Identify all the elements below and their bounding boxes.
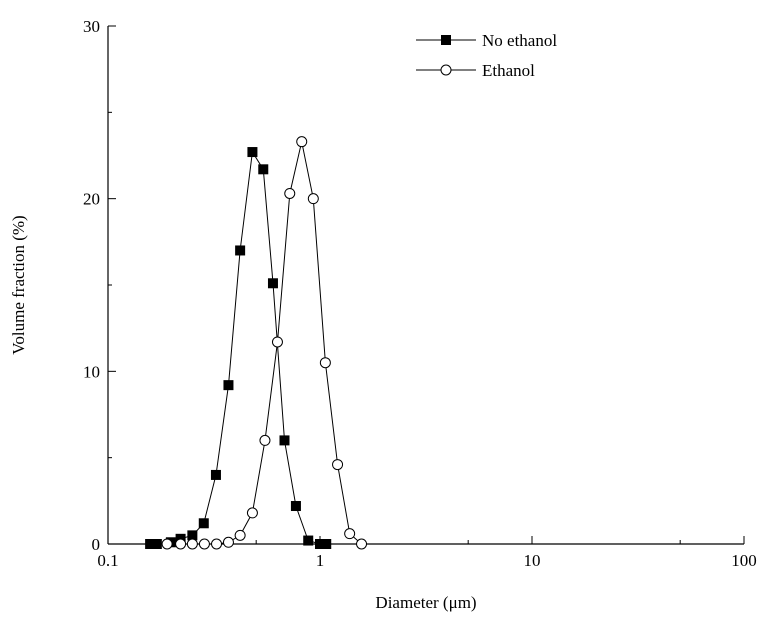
y-tick-label: 10 bbox=[83, 362, 100, 381]
data-point bbox=[186, 538, 198, 550]
series-layer bbox=[145, 136, 368, 550]
series-line bbox=[150, 150, 327, 545]
data-point bbox=[290, 501, 301, 512]
data-point bbox=[315, 539, 325, 549]
data-point bbox=[151, 539, 162, 549]
data-point bbox=[267, 278, 278, 289]
legend-item: No ethanol bbox=[416, 31, 557, 50]
x-tick-label: 10 bbox=[524, 551, 541, 570]
y-tick-label: 30 bbox=[83, 17, 100, 36]
data-point bbox=[210, 469, 221, 480]
axes bbox=[107, 26, 744, 545]
ticks bbox=[107, 25, 745, 545]
data-point bbox=[319, 357, 331, 369]
data-point bbox=[321, 539, 332, 549]
x-axis-label: Diameter (μm) bbox=[375, 593, 476, 612]
series-ethanol bbox=[161, 136, 368, 550]
legend-item: Ethanol bbox=[416, 61, 535, 80]
x-tick-label: 100 bbox=[731, 551, 757, 570]
data-point bbox=[161, 538, 173, 550]
data-point bbox=[145, 539, 156, 549]
y-tick-label: 20 bbox=[83, 190, 100, 209]
data-point bbox=[247, 147, 258, 158]
y-tick-label: 0 bbox=[92, 535, 101, 554]
data-point bbox=[307, 193, 319, 205]
legend-label: No ethanol bbox=[482, 31, 557, 50]
series-no-ethanol bbox=[145, 147, 332, 549]
legend-marker bbox=[440, 64, 452, 76]
legend: No ethanol Ethanol bbox=[416, 31, 557, 80]
data-point bbox=[246, 507, 258, 519]
tick-labels: 0 10 20 30 0.1 1 10 100 bbox=[83, 17, 757, 570]
data-point bbox=[344, 528, 356, 540]
x-tick-label: 1 bbox=[316, 551, 325, 570]
legend-marker bbox=[441, 35, 451, 45]
data-point bbox=[303, 535, 314, 546]
data-point bbox=[284, 187, 296, 199]
series-line bbox=[167, 141, 362, 545]
data-point bbox=[211, 538, 223, 550]
legend-label: Ethanol bbox=[482, 61, 535, 80]
data-point bbox=[187, 530, 198, 541]
data-point bbox=[223, 380, 234, 391]
data-point bbox=[332, 459, 344, 471]
data-point bbox=[258, 164, 269, 175]
data-point bbox=[175, 538, 187, 550]
data-point bbox=[356, 538, 368, 550]
data-point bbox=[198, 518, 209, 529]
x-tick-label: 0.1 bbox=[97, 551, 118, 570]
data-point bbox=[234, 529, 246, 541]
data-point bbox=[222, 536, 234, 548]
data-point bbox=[271, 336, 283, 348]
data-point bbox=[296, 136, 308, 148]
data-point bbox=[235, 245, 246, 256]
data-point bbox=[279, 435, 290, 446]
y-axis-label: Volume fraction (%) bbox=[9, 215, 28, 354]
data-point bbox=[198, 538, 210, 550]
data-point bbox=[259, 434, 271, 446]
